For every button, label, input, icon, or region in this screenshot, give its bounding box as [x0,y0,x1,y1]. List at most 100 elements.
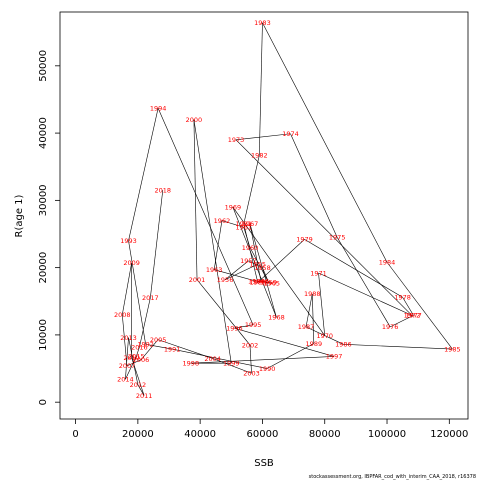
point-label: 1957 [240,257,257,265]
point-label: 1965 [264,279,281,287]
point-label: 1998 [183,359,200,367]
point-label: 2014 [117,376,134,384]
point-label: 2011 [136,392,153,400]
point-label: 2001 [189,276,206,284]
series-segment [235,139,413,316]
point-label: 1970 [316,332,333,340]
series-segment [125,356,137,380]
point-label: 1968 [268,314,285,322]
series-segment [305,293,313,327]
point-label: 1958 [254,264,271,272]
series-segment [304,239,403,298]
series-segment [224,260,249,280]
series-segment [257,239,305,283]
series-segment [121,262,132,315]
point-label: 1979 [296,236,313,244]
series-segment [249,344,252,374]
x-tick-label: 60000 [247,429,279,440]
point-label: 2010 [123,354,140,362]
x-tick-label: 40000 [184,429,216,440]
x-tick-label: 0 [72,429,78,440]
y-axis: 0 10000 20000 30000 40000 50000 [38,50,60,405]
point-label: 2018 [155,187,172,195]
point-label: 1994 [150,105,167,113]
point-label: 1992 [137,341,154,349]
source-note: stockassessment.org, IBPFAR_cod_with_int… [309,474,476,480]
x-tick-label: 120000 [430,429,468,440]
x-tick-label: 80000 [309,429,341,440]
series-segment [249,223,277,318]
series-segment [128,337,139,385]
series-segment [235,133,291,141]
series-segment [318,272,326,336]
point-label: 1982 [251,152,268,160]
point-label: 2003 [243,370,260,378]
series-segment [259,22,263,156]
point-label: 2005 [150,336,167,344]
plot-frame [59,11,469,420]
point-label: 1973 [228,136,245,144]
x-tick-label: 20000 [122,429,154,440]
point-label: 1986 [335,341,352,349]
point-label: 1962 [214,217,231,225]
point-label: 1972 [404,312,421,320]
point-label: 1959 [260,279,277,287]
series-segment [224,264,258,281]
point-label: 1983 [254,19,271,27]
point-label: 1956 [217,276,234,284]
point-label: 2013 [120,334,137,342]
point-label: 1997 [326,353,343,361]
point-label: 1999 [223,359,240,367]
series-segment [232,206,325,336]
point-label: 1981 [235,220,252,228]
series-segment [386,262,453,350]
point-label: 2007 [119,362,136,370]
point-label: 1967 [242,220,259,228]
y-tick-label: 40000 [38,117,49,149]
series-segment [336,237,391,327]
x-tick-label: 100000 [368,429,406,440]
point-label: 1969 [225,203,242,211]
point-label: 1964 [248,277,265,285]
y-tick-label: 0 [38,399,49,405]
y-axis-title: R(age 1) [14,194,25,237]
point-label: 1984 [379,259,396,267]
point-label: 1990 [259,365,276,373]
point-label: 2017 [142,294,159,302]
series-segment [343,344,453,350]
y-tick-label: 10000 [38,319,49,351]
series-segment [214,269,257,282]
series-segment [266,343,314,369]
y-tick-label: 30000 [38,184,49,216]
point-label: 1960 [242,244,259,252]
point-label: 2002 [242,341,259,349]
x-axis-title: SSB [254,458,274,469]
series-segment [139,297,151,348]
series-segment [234,324,254,329]
point-label: 1975 [329,234,346,242]
series-segment [150,190,164,298]
series-segment [390,315,414,328]
series-segment [318,272,413,316]
series-segment [136,346,140,357]
point-label: 2004 [204,355,221,363]
series-segment [262,22,388,263]
series-segment [290,133,338,238]
point-label: 1989 [306,340,323,348]
series-segment [193,119,232,364]
x-axis: 0 20000 40000 60000 80000 100000 120000 [72,419,468,440]
point-label: 2009 [123,259,140,267]
series-segment [190,356,335,364]
point-label: 1987 [298,323,315,331]
point-label: 1963 [206,266,223,274]
series-segment [126,359,142,367]
series-segment [305,326,344,345]
series-lines [121,22,453,396]
point-label: 1991 [164,345,181,353]
series-segment [125,337,129,380]
y-tick-label: 20000 [38,252,49,284]
series-segment [157,108,254,325]
series-segment [121,314,128,366]
point-label: 2012 [130,381,147,389]
series-segment [212,358,252,374]
